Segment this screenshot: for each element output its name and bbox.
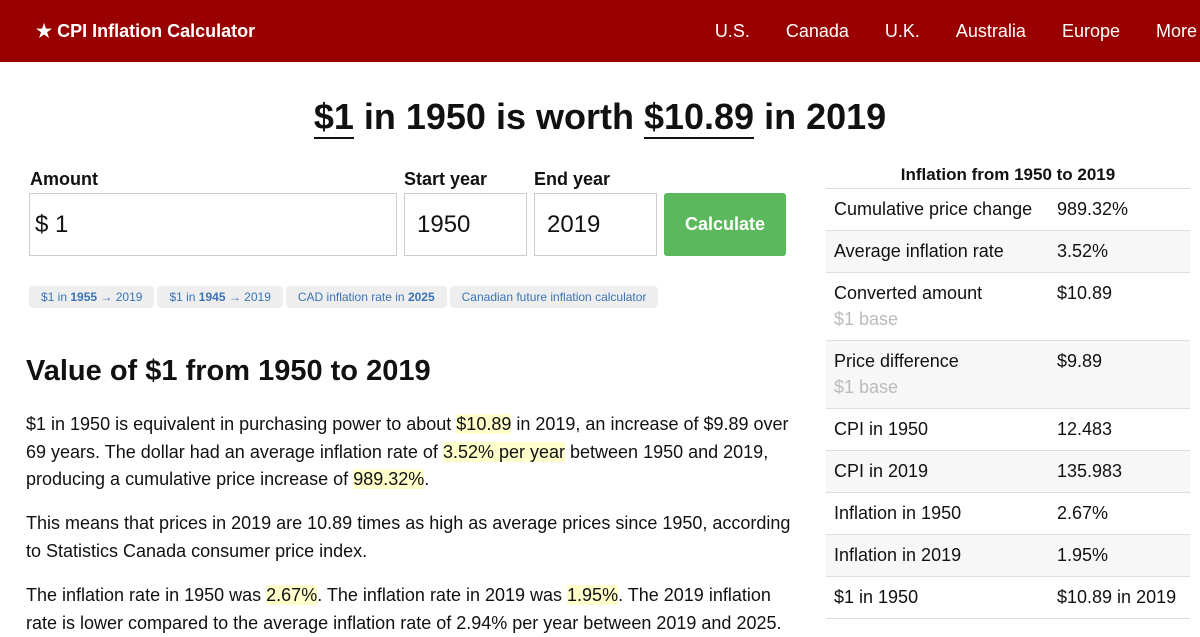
highlight-value: 3.52% per year bbox=[442, 441, 566, 462]
chip-text: → 2019 bbox=[97, 290, 143, 304]
row-value: 135.983 bbox=[1057, 461, 1123, 481]
text: . The inflation rate in 2019 was bbox=[317, 585, 568, 605]
table-row: Converted amount $1 base $10.89 bbox=[826, 273, 1190, 341]
end-year-label: End year bbox=[534, 169, 611, 189]
headline-value: $10.89 bbox=[643, 96, 755, 139]
row-value: $10.89 bbox=[1057, 283, 1113, 303]
text: . bbox=[424, 469, 430, 489]
chip-text: $1 in bbox=[169, 290, 199, 304]
headline-text: in 1950 is worth bbox=[353, 96, 644, 137]
start-year-label: Start year bbox=[404, 169, 488, 189]
row-sublabel: $1 base bbox=[834, 309, 899, 329]
table-row: $1 in 1950 $10.89 in 2019 bbox=[826, 577, 1190, 619]
row-label: Price difference bbox=[834, 351, 959, 371]
row-label: Cumulative price change bbox=[834, 199, 1033, 219]
row-value: 12.483 bbox=[1057, 419, 1113, 439]
chip-text: 2025 bbox=[407, 290, 435, 304]
row-value: 2.67% bbox=[1057, 503, 1109, 523]
chip-text: 1955 bbox=[70, 290, 98, 304]
paragraph-summary: $1 in 1950 is equivalent in purchasing p… bbox=[26, 411, 796, 494]
row-value: 1.95% bbox=[1057, 545, 1109, 565]
nav-canada[interactable]: Canada bbox=[785, 21, 849, 41]
amount-input[interactable]: $ 1 bbox=[29, 193, 397, 256]
table-row: CPI in 2019 135.983 bbox=[826, 451, 1190, 493]
row-label: Converted amount bbox=[834, 283, 983, 303]
related-link-chip[interactable]: $1 in 1945 → 2019 bbox=[157, 286, 283, 308]
highlight-value: 989.32% bbox=[353, 469, 425, 489]
chip-text: CAD inflation rate in bbox=[297, 290, 408, 304]
row-label: Average inflation rate bbox=[834, 241, 1004, 261]
text: The inflation rate in 1950 was bbox=[26, 585, 267, 605]
table-row: CPI in 1950 12.483 bbox=[826, 409, 1190, 451]
table-row: Average inflation rate 3.52% bbox=[826, 231, 1190, 273]
chip-text: Canadian future inflation calculator bbox=[461, 290, 647, 304]
nav-us[interactable]: U.S. bbox=[714, 21, 750, 41]
text: . The 2019 inflation rate is lower compa… bbox=[26, 585, 782, 633]
brand-link[interactable]: ★ CPI Inflation Calculator bbox=[36, 21, 256, 41]
text: between 1950 and 2019, producing a cumul… bbox=[26, 441, 769, 490]
row-value: 989.32% bbox=[1057, 199, 1129, 219]
nav-uk[interactable]: U.K. bbox=[884, 21, 920, 41]
highlight-value: 2.67% bbox=[266, 585, 318, 605]
related-link-chip[interactable]: Canadian future inflation calculator bbox=[449, 286, 659, 308]
start-year-input[interactable]: 1950 bbox=[404, 193, 527, 256]
paragraph-times: This means that prices in 2019 are 10.89… bbox=[26, 513, 791, 561]
headline-amount: $1 bbox=[313, 96, 354, 139]
row-value: $10.89 in 2019 bbox=[1057, 587, 1177, 607]
text: in 2019, an increase of $9.89 over 69 ye… bbox=[26, 414, 789, 462]
headline-text-end: in 2019 bbox=[754, 96, 887, 137]
article-title: Value of $1 from 1950 to 2019 bbox=[26, 355, 431, 387]
related-link-chip[interactable]: CAD inflation rate in 2025 bbox=[285, 286, 447, 308]
paragraph-inflation-rates: The inflation rate in 1950 was 2.67%. Th… bbox=[26, 582, 796, 637]
nav-more[interactable]: More bbox=[1155, 21, 1197, 41]
calculate-button[interactable]: Calculate bbox=[664, 193, 786, 256]
table-row: Price difference $1 base $9.89 bbox=[826, 341, 1190, 409]
table-row: Inflation in 2019 1.95% bbox=[826, 535, 1190, 577]
text: $1 in 1950 is equivalent in purchasing p… bbox=[26, 414, 457, 434]
chip-text: $1 in bbox=[41, 290, 71, 304]
nav-australia[interactable]: Australia bbox=[955, 21, 1026, 41]
row-label: Inflation in 1950 bbox=[834, 503, 962, 523]
highlight-value: $10.89 bbox=[456, 414, 512, 434]
row-label: CPI in 1950 bbox=[834, 419, 929, 439]
row-value: 3.52% bbox=[1057, 241, 1109, 261]
related-link-chip[interactable]: $1 in 1955 → 2019 bbox=[29, 286, 155, 308]
top-nav: ★ CPI Inflation Calculator U.S. Canada U… bbox=[0, 0, 1200, 62]
chip-text: 1945 bbox=[198, 290, 226, 304]
end-year-input[interactable]: 2019 bbox=[534, 193, 657, 256]
row-label: $1 in 1950 bbox=[834, 587, 919, 607]
amount-label: Amount bbox=[30, 169, 98, 189]
row-label: CPI in 2019 bbox=[834, 461, 929, 481]
page-title: $1 in 1950 is worth $10.89 in 2019 bbox=[0, 96, 1200, 139]
inflation-summary-table: Inflation from 1950 to 2019 Cumulative p… bbox=[826, 162, 1190, 619]
row-value: $9.89 bbox=[1057, 351, 1103, 371]
table-title: Inflation from 1950 to 2019 bbox=[826, 162, 1190, 189]
row-label: Inflation in 2019 bbox=[834, 545, 962, 565]
highlight-value: 1.95% bbox=[567, 585, 619, 605]
chip-text: → 2019 bbox=[225, 290, 271, 304]
nav-europe[interactable]: Europe bbox=[1061, 21, 1120, 41]
table-row: Inflation in 1950 2.67% bbox=[826, 493, 1190, 535]
table-row: Cumulative price change 989.32% bbox=[826, 189, 1190, 231]
row-sublabel: $1 base bbox=[834, 377, 899, 397]
